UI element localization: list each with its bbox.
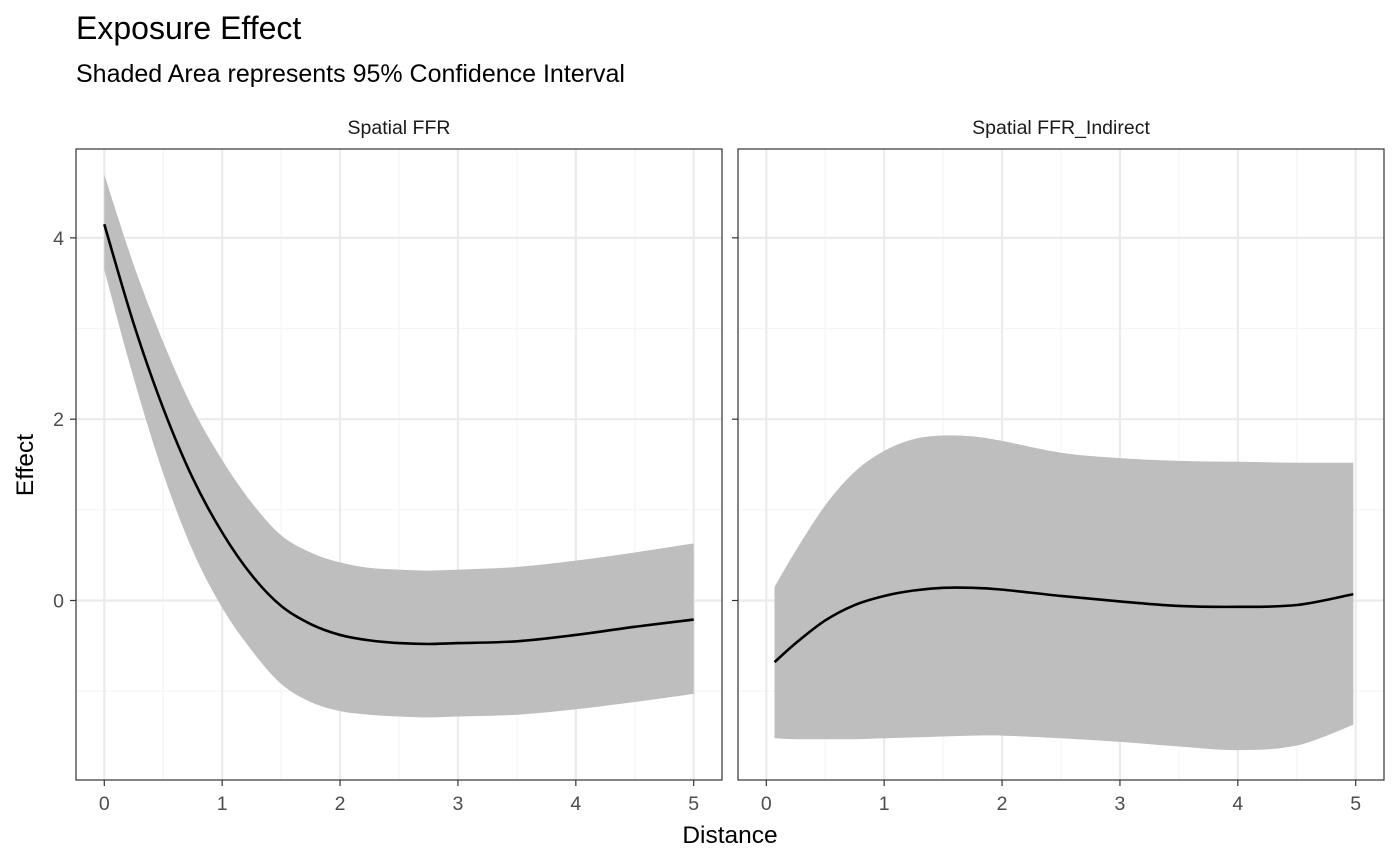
x-tick-label: 2	[997, 793, 1008, 815]
x-tick-label: 3	[453, 793, 464, 815]
panel-spatial-ffr: 0 1 2 3 4 5	[70, 148, 723, 815]
x-tick-label: 1	[879, 793, 890, 815]
x-tick-label: 0	[761, 793, 772, 815]
x-axis-title: Distance	[682, 822, 777, 849]
panel-spatial-ffr-indirect: 0 1 2 3 4 5	[732, 148, 1385, 815]
chart-subtitle: Shaded Area represents 95% Confidence In…	[76, 60, 625, 88]
x-tick-label: 0	[99, 793, 110, 815]
panel-border	[75, 148, 723, 781]
y-axis: 0 2 4	[53, 228, 64, 613]
y-tick-label: 0	[53, 590, 64, 612]
panel-strip-label: Spatial FFR_Indirect	[972, 117, 1150, 139]
x-tick-label: 2	[335, 793, 346, 815]
effect-line	[773, 586, 1354, 664]
confidence-ribbon	[104, 174, 694, 718]
panel-strip-label: Spatial FFR	[348, 117, 451, 139]
effect-line	[103, 223, 694, 646]
x-tick-label: 4	[570, 793, 581, 815]
y-tick-label: 2	[53, 409, 64, 431]
x-tick-label: 4	[1232, 793, 1243, 815]
y-axis-title: Effect	[12, 434, 39, 496]
x-tick-label: 3	[1115, 793, 1126, 815]
x-tick-label: 1	[217, 793, 228, 815]
y-tick-label: 4	[53, 228, 64, 250]
chart-title: Exposure Effect	[76, 10, 301, 46]
x-tick-label: 5	[688, 793, 699, 815]
panel-border	[737, 148, 1385, 781]
confidence-ribbon	[774, 435, 1354, 751]
x-tick-label: 5	[1350, 793, 1361, 815]
